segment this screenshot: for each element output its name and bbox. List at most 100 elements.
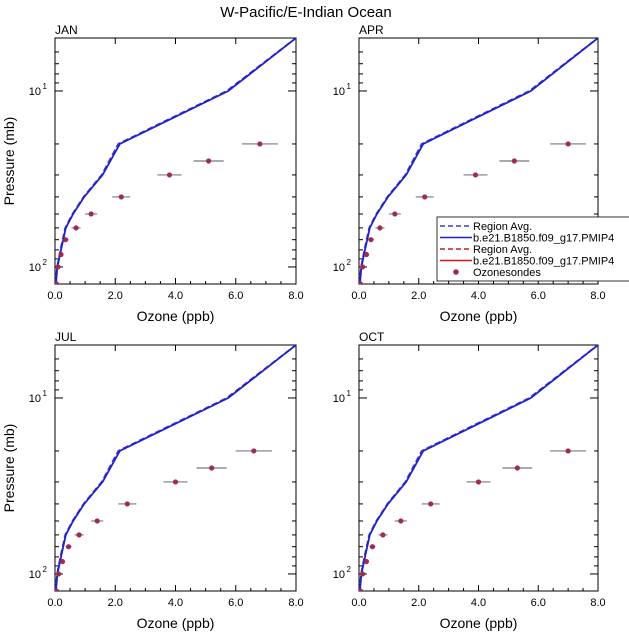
obs-point <box>565 448 571 454</box>
obs-point <box>359 571 366 577</box>
y-tick-exponent: 1 <box>347 389 352 398</box>
y-tick-exponent: 2 <box>347 258 352 267</box>
x-tick-label: 6.0 <box>228 290 243 302</box>
obs-point <box>380 532 386 538</box>
series-line-model <box>359 345 598 591</box>
obs-point <box>55 281 60 284</box>
series-line-model <box>359 38 598 284</box>
obs-point <box>363 558 370 565</box>
obs-point <box>209 465 215 471</box>
obs-point <box>392 211 398 217</box>
obs-point <box>377 225 383 231</box>
x-tick-label: 8.0 <box>288 597 303 609</box>
series-line-region-avg <box>359 345 598 591</box>
x-axis-label: Ozone (ppb) <box>137 308 215 324</box>
obs-point <box>172 479 179 485</box>
x-tick-label: 2.0 <box>108 290 123 302</box>
obs-point <box>475 479 482 485</box>
panel-label: JUL <box>55 330 77 344</box>
obs-point <box>94 518 100 524</box>
obs-point <box>206 158 212 164</box>
x-tick-label: 6.0 <box>531 597 546 609</box>
obs-point <box>55 264 61 270</box>
obs-point <box>59 558 66 565</box>
y-tick-label: 10 <box>29 262 41 274</box>
x-tick-label: 0.0 <box>47 597 62 609</box>
obs-point <box>166 172 173 178</box>
obs-point <box>398 518 404 524</box>
x-tick-label: 2.0 <box>411 597 426 609</box>
y-tick-label: 10 <box>29 393 41 405</box>
obs-point <box>359 588 364 591</box>
obs-point <box>363 251 370 258</box>
obs-point <box>251 448 257 454</box>
obs-point <box>359 281 364 284</box>
panel-label: JAN <box>55 23 78 37</box>
plot-frame <box>54 37 297 285</box>
plot-area <box>55 345 296 591</box>
legend-label: b.e21.B1850.f09_g17.PMIP4 <box>473 233 614 245</box>
series-line-region-avg <box>55 38 296 284</box>
legend-label: Region Avg. <box>473 221 532 233</box>
obs-point <box>422 194 428 200</box>
plot-area <box>55 38 296 284</box>
plot-area <box>359 38 598 284</box>
x-tick-label: 8.0 <box>288 290 303 302</box>
obs-point <box>511 158 517 164</box>
x-tick-label: 4.0 <box>168 597 183 609</box>
x-tick-label: 8.0 <box>590 290 605 302</box>
obs-point <box>55 588 60 591</box>
obs-point <box>58 251 64 258</box>
y-tick-exponent: 1 <box>43 389 48 398</box>
y-tick-label: 10 <box>333 569 345 581</box>
y-tick-exponent: 2 <box>347 565 352 574</box>
y-tick-label: 10 <box>333 86 345 98</box>
y-tick-exponent: 1 <box>347 82 352 91</box>
obs-point <box>428 501 434 507</box>
x-tick-label: 8.0 <box>590 597 605 609</box>
x-tick-label: 2.0 <box>411 290 426 302</box>
plot-area <box>359 345 598 591</box>
legend-item: Region Avg. <box>440 221 532 233</box>
legend-item: Region Avg. <box>440 244 532 256</box>
legend-marker <box>453 269 459 275</box>
x-axis-label: Ozone (ppb) <box>440 615 518 631</box>
x-tick-label: 0.0 <box>47 290 62 302</box>
obs-point <box>368 237 374 243</box>
x-tick-label: 4.0 <box>471 290 486 302</box>
y-tick-label: 10 <box>333 262 345 274</box>
legend-label: Region Avg. <box>473 244 532 256</box>
series-line-region-avg <box>55 345 296 591</box>
obs-point <box>88 211 94 217</box>
legend-item: b.e21.B1850.f09_g17.PMIP4 <box>440 256 614 268</box>
obs-point <box>62 237 69 243</box>
obs-point <box>472 172 479 178</box>
x-tick-label: 6.0 <box>228 597 243 609</box>
obs-point <box>565 141 571 147</box>
panel-label: OCT <box>359 330 385 344</box>
x-tick-label: 6.0 <box>531 290 546 302</box>
x-tick-label: 4.0 <box>168 290 183 302</box>
obs-point <box>359 264 366 270</box>
obs-point <box>76 532 82 538</box>
y-tick-exponent: 1 <box>43 82 48 91</box>
obs-point <box>514 465 520 471</box>
obs-point <box>369 544 376 550</box>
obs-point <box>118 194 124 200</box>
legend: Region Avg.b.e21.B1850.f09_g17.PMIP4Regi… <box>436 216 629 282</box>
y-tick-exponent: 2 <box>43 258 48 267</box>
legend-label: b.e21.B1850.f09_g17.PMIP4 <box>473 256 614 268</box>
series-line-model <box>55 38 296 284</box>
x-tick-label: 0.0 <box>351 290 366 302</box>
obs-point <box>73 225 79 231</box>
figure-title: W-Pacific/E-Indian Ocean <box>220 4 391 21</box>
legend-item: b.e21.B1850.f09_g17.PMIP4 <box>440 233 614 245</box>
obs-point <box>257 141 263 147</box>
y-tick-exponent: 2 <box>43 565 48 574</box>
x-tick-label: 0.0 <box>351 597 366 609</box>
